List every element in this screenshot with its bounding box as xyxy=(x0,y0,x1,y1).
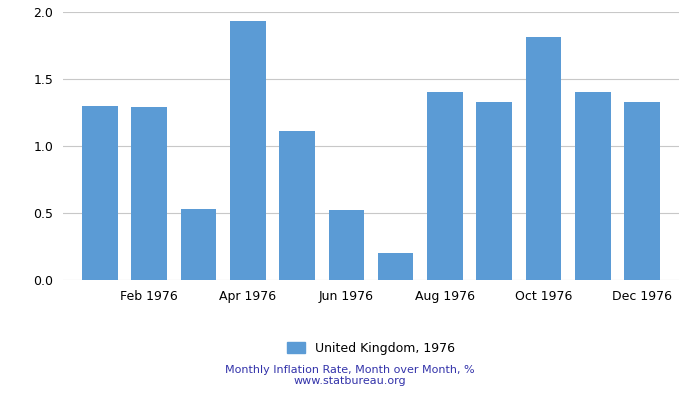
Bar xyxy=(477,102,512,280)
Legend: United Kingdom, 1976: United Kingdom, 1976 xyxy=(281,336,461,360)
Text: Monthly Inflation Rate, Month over Month, %: Monthly Inflation Rate, Month over Month… xyxy=(225,365,475,375)
Bar xyxy=(82,106,118,280)
Text: www.statbureau.org: www.statbureau.org xyxy=(294,376,406,386)
Bar xyxy=(132,107,167,280)
Bar xyxy=(378,253,414,280)
Bar xyxy=(328,210,364,280)
Bar xyxy=(624,102,660,280)
Bar xyxy=(575,92,610,280)
Bar xyxy=(279,131,315,280)
Bar xyxy=(526,38,561,280)
Bar xyxy=(230,21,265,280)
Bar xyxy=(181,209,216,280)
Bar xyxy=(427,92,463,280)
